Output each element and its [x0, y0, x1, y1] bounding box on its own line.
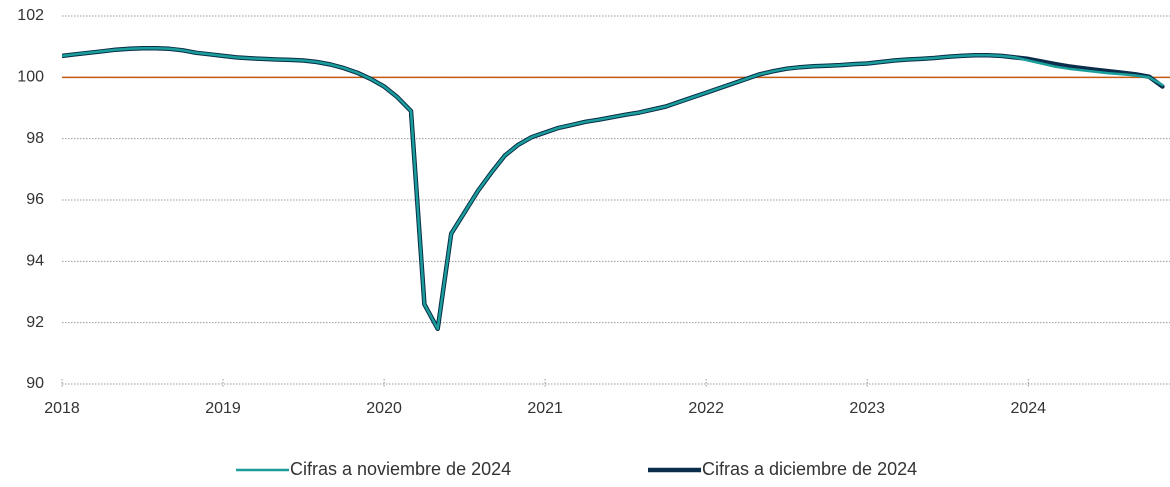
- x-tick-label: 2020: [366, 400, 402, 417]
- series-line: [62, 46, 1164, 331]
- y-tick-label: 98: [26, 130, 44, 147]
- y-tick-label: 102: [17, 7, 44, 24]
- y-tick-label: 94: [26, 253, 44, 270]
- x-tick-label: 2024: [1010, 400, 1046, 417]
- x-tick-label: 2022: [688, 400, 724, 417]
- x-tick-label: 2021: [527, 400, 563, 417]
- series-line: [62, 45, 1165, 332]
- y-tick-label: 96: [26, 191, 44, 208]
- y-tick-label: 90: [26, 375, 44, 392]
- y-tick-label: 100: [17, 69, 44, 86]
- legend-label: Cifras a diciembre de 2024: [702, 459, 917, 479]
- x-tick-label: 2018: [44, 400, 80, 417]
- y-tick-label: 92: [26, 314, 44, 331]
- x-tick-label: 2023: [849, 400, 885, 417]
- x-tick-label: 2019: [205, 400, 241, 417]
- legend-label: Cifras a noviembre de 2024: [290, 459, 511, 479]
